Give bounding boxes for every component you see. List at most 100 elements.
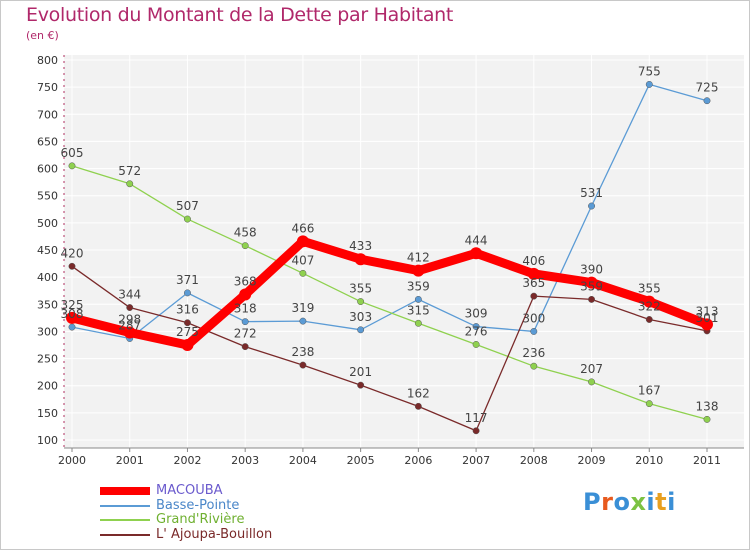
data-point xyxy=(184,215,191,223)
x-tick-label: 2007 xyxy=(462,454,490,467)
data-label: 420 xyxy=(61,246,84,260)
data-label: 162 xyxy=(407,386,430,400)
data-label: 725 xyxy=(696,81,719,95)
data-label: 365 xyxy=(522,276,545,290)
y-tick-label: 650 xyxy=(37,135,58,148)
data-label: 316 xyxy=(176,303,199,317)
series-line-l-ajoupa-bouillon xyxy=(71,265,708,432)
legend-label: Basse-Pointe xyxy=(156,497,240,513)
data-label: 444 xyxy=(465,233,488,247)
x-tick-label: 2008 xyxy=(520,454,548,467)
data-point xyxy=(239,288,252,301)
x-tick-label: 2006 xyxy=(404,454,432,467)
data-label: 371 xyxy=(176,273,199,287)
data-point xyxy=(645,400,653,408)
y-tick-label: 150 xyxy=(37,407,58,420)
legend-swatch xyxy=(100,504,150,507)
data-label: 412 xyxy=(407,251,430,265)
x-tick-label: 2011 xyxy=(693,454,721,467)
data-label: 238 xyxy=(291,345,314,359)
legend-swatch xyxy=(100,533,150,536)
data-point xyxy=(412,264,425,277)
data-point xyxy=(414,319,422,327)
data-label: 507 xyxy=(176,199,199,213)
legend-label: Grand'Rivière xyxy=(156,512,245,527)
proxiti-logo: Proxiti xyxy=(583,488,676,516)
data-label: 466 xyxy=(291,221,314,235)
x-tick-label: 2009 xyxy=(578,454,606,467)
data-label: 390 xyxy=(580,263,603,277)
data-point xyxy=(701,318,713,331)
data-point xyxy=(241,242,249,250)
data-label: 272 xyxy=(234,327,257,341)
data-label: 301 xyxy=(696,311,719,325)
y-tick-label: 550 xyxy=(37,190,58,203)
data-point xyxy=(645,80,653,88)
data-label: 755 xyxy=(638,64,661,78)
series-line-grand-rivi-re xyxy=(71,165,708,421)
data-point xyxy=(66,311,78,324)
data-point xyxy=(68,162,76,170)
data-point xyxy=(530,327,538,335)
y-tick-label: 450 xyxy=(37,244,58,257)
data-label: 138 xyxy=(696,399,719,413)
x-tick-label: 2002 xyxy=(173,454,201,467)
data-point xyxy=(588,202,595,210)
data-label: 605 xyxy=(61,146,84,160)
data-point xyxy=(585,276,598,289)
data-point xyxy=(299,269,307,277)
y-tick-label: 400 xyxy=(37,271,58,284)
data-label: 207 xyxy=(580,362,603,376)
data-point xyxy=(184,289,191,297)
data-point xyxy=(357,298,365,306)
data-label: 315 xyxy=(407,303,430,317)
chart-unit: (en €) xyxy=(26,29,59,42)
data-point xyxy=(588,378,595,386)
data-point xyxy=(357,381,365,389)
data-point xyxy=(68,262,76,270)
data-point xyxy=(181,339,194,351)
data-label: 236 xyxy=(522,346,545,360)
data-label: 117 xyxy=(465,411,488,425)
data-point xyxy=(470,247,483,260)
data-label: 355 xyxy=(638,282,661,296)
data-point xyxy=(357,326,365,334)
data-label: 319 xyxy=(291,301,314,315)
y-tick-label: 250 xyxy=(37,353,58,366)
data-label: 318 xyxy=(234,302,257,316)
data-point xyxy=(126,304,134,311)
chart-title: Evolution du Montant de la Dette par Hab… xyxy=(26,4,454,26)
x-tick-label: 2000 xyxy=(58,454,86,467)
data-point xyxy=(527,267,540,280)
data-label: 325 xyxy=(61,298,84,312)
data-point xyxy=(123,326,136,339)
data-point xyxy=(472,427,480,435)
data-label: 313 xyxy=(696,304,719,318)
y-tick-label: 800 xyxy=(37,54,58,67)
data-point xyxy=(588,295,595,303)
x-tick-label: 2003 xyxy=(231,454,259,467)
x-tick-label: 2010 xyxy=(635,454,663,467)
data-label: 298 xyxy=(118,313,141,327)
data-point xyxy=(703,97,711,105)
data-label: 407 xyxy=(291,253,314,267)
data-label: 368 xyxy=(234,275,257,289)
data-label: 167 xyxy=(638,384,661,398)
data-label: 355 xyxy=(349,282,372,296)
data-label: 359 xyxy=(580,279,603,293)
data-label: 275 xyxy=(176,325,199,339)
data-label: 406 xyxy=(522,254,545,268)
data-label: 572 xyxy=(118,164,141,178)
data-label: 201 xyxy=(349,365,372,379)
legend-swatch xyxy=(100,487,150,495)
data-point xyxy=(703,415,711,423)
data-point xyxy=(241,318,249,326)
y-tick-label: 600 xyxy=(37,163,58,176)
data-point xyxy=(299,317,307,325)
series-line-macouba xyxy=(67,236,712,350)
data-point xyxy=(296,235,309,248)
data-point xyxy=(643,295,656,308)
data-point xyxy=(354,253,367,266)
data-label: 287 xyxy=(118,318,141,332)
data-point xyxy=(530,362,538,370)
